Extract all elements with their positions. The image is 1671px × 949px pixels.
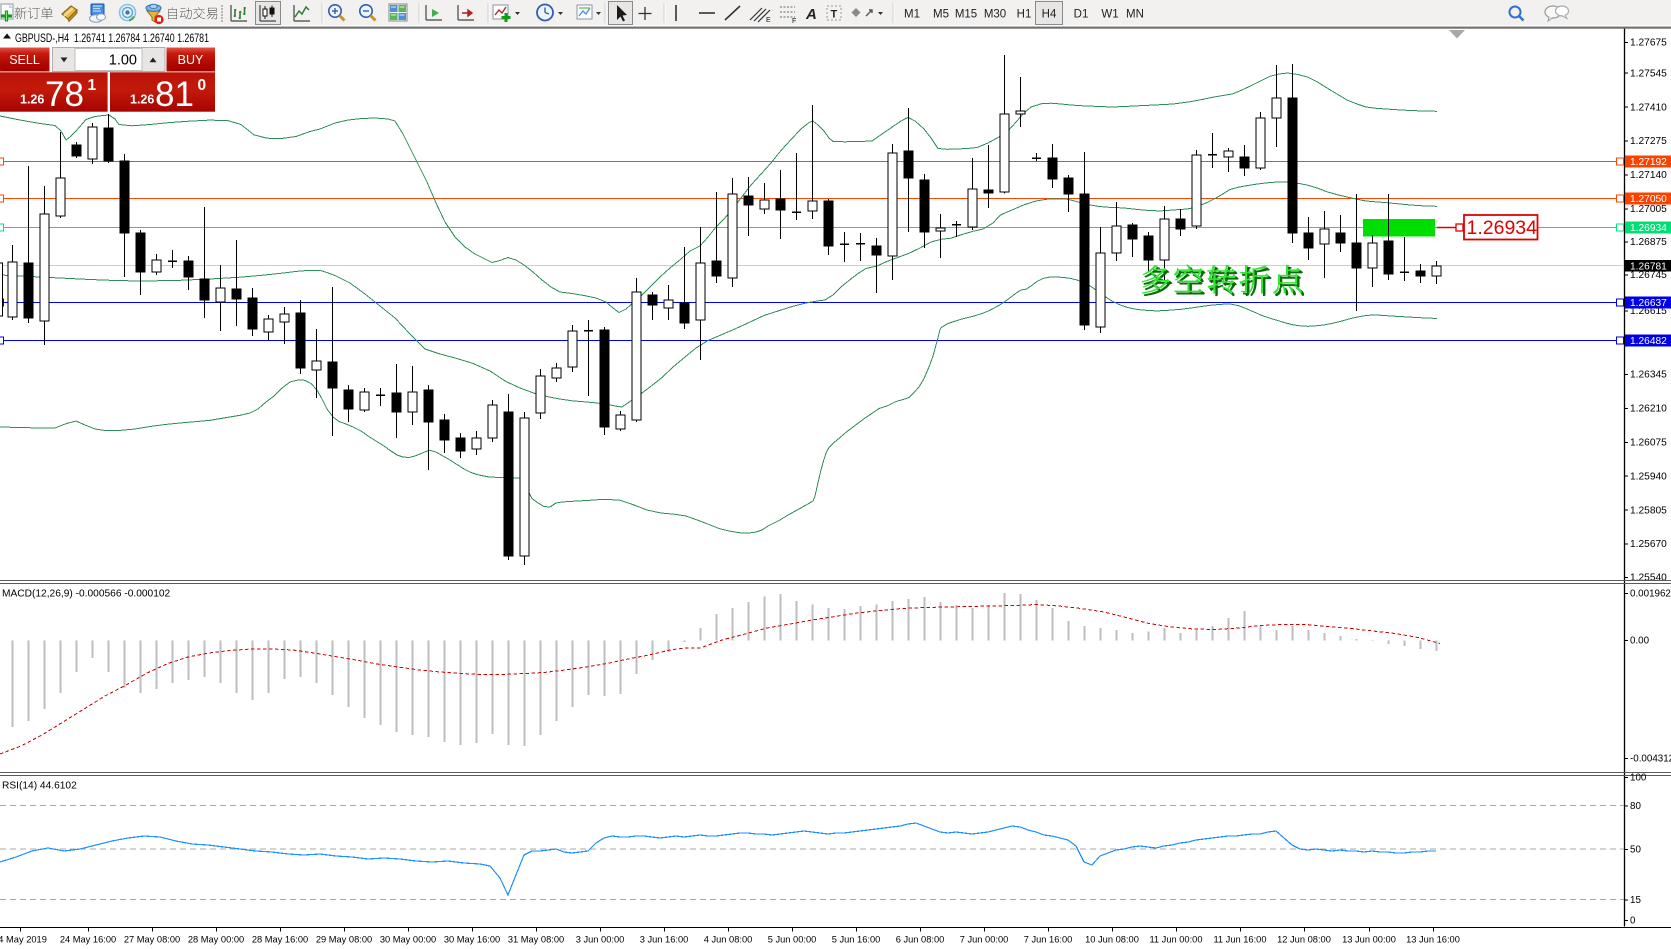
svg-text:12 Jun 08:00: 12 Jun 08:00: [1277, 935, 1331, 945]
svg-text:13 Jun 00:00: 13 Jun 00:00: [1342, 935, 1396, 945]
svg-text:1.25670: 1.25670: [1630, 539, 1667, 550]
svg-text:11 Jun 00:00: 11 Jun 00:00: [1149, 935, 1202, 945]
svg-text:1.26075: 1.26075: [1630, 438, 1667, 449]
svg-text:1.25940: 1.25940: [1630, 471, 1667, 482]
svg-text:1: 1: [88, 77, 97, 94]
svg-text:-0.004312: -0.004312: [1630, 754, 1671, 765]
svg-text:81: 81: [155, 75, 194, 114]
svg-text:1.26: 1.26: [20, 93, 44, 107]
svg-text:27 May 08:00: 27 May 08:00: [124, 935, 180, 945]
svg-text:7 Jun 00:00: 7 Jun 00:00: [960, 935, 1009, 945]
svg-text:1.27140: 1.27140: [1630, 170, 1667, 181]
svg-text:W1: W1: [1101, 9, 1118, 21]
svg-text:30 May 16:00: 30 May 16:00: [444, 935, 500, 945]
svg-text:5 Jun 00:00: 5 Jun 00:00: [768, 935, 817, 945]
svg-text:1.27192: 1.27192: [1630, 157, 1667, 168]
svg-text:100: 100: [1630, 773, 1647, 784]
svg-text:SELL: SELL: [9, 53, 40, 67]
svg-text:15: 15: [1630, 895, 1641, 906]
svg-text:78: 78: [45, 75, 84, 114]
svg-text:1.27005: 1.27005: [1630, 204, 1667, 215]
svg-text:31 May 08:00: 31 May 08:00: [508, 935, 564, 945]
svg-text:1.26934: 1.26934: [1630, 223, 1667, 234]
svg-text:1.26934: 1.26934: [1467, 217, 1538, 239]
svg-text:3 Jun 16:00: 3 Jun 16:00: [640, 935, 689, 945]
svg-text:1.27275: 1.27275: [1630, 136, 1667, 147]
svg-text:1.26482: 1.26482: [1630, 336, 1667, 347]
svg-text:10 Jun 08:00: 10 Jun 08:00: [1085, 935, 1139, 945]
svg-text:BUY: BUY: [178, 53, 204, 67]
svg-text:0.00: 0.00: [1630, 636, 1650, 647]
svg-text:MACD(12,26,9) -0.000566 -0.000: MACD(12,26,9) -0.000566 -0.000102: [2, 589, 171, 600]
svg-text:29 May 08:00: 29 May 08:00: [316, 935, 372, 945]
svg-text:4 Jun 08:00: 4 Jun 08:00: [704, 935, 753, 945]
svg-text:1.26875: 1.26875: [1630, 237, 1667, 248]
svg-text:F: F: [792, 18, 796, 25]
svg-text:GBPUSD-,H4 1.26741 1.26784 1.: GBPUSD-,H4 1.26741 1.26784 1.26740 1.267…: [15, 33, 209, 45]
svg-text:A: A: [805, 6, 817, 23]
svg-text:3 Jun 00:00: 3 Jun 00:00: [576, 935, 625, 945]
svg-text:28 May 16:00: 28 May 16:00: [252, 935, 308, 945]
svg-text:1.27545: 1.27545: [1630, 68, 1667, 79]
svg-text:0.001962: 0.001962: [1630, 589, 1671, 600]
svg-text:1.25805: 1.25805: [1630, 505, 1667, 516]
svg-text:T: T: [831, 9, 838, 21]
svg-text:1.25540: 1.25540: [1630, 573, 1667, 584]
svg-text:1.26210: 1.26210: [1630, 404, 1667, 415]
svg-text:M5: M5: [933, 9, 949, 21]
svg-text:1.27410: 1.27410: [1630, 102, 1667, 113]
svg-text:M30: M30: [984, 9, 1006, 21]
svg-text:6 Jun 08:00: 6 Jun 08:00: [896, 935, 945, 945]
svg-text:24 May 16:00: 24 May 16:00: [60, 935, 116, 945]
svg-text:H4: H4: [1042, 9, 1057, 21]
svg-text:E: E: [766, 17, 771, 24]
svg-text:50: 50: [1630, 845, 1641, 856]
svg-text:1.27675: 1.27675: [1630, 38, 1667, 49]
svg-text:1.26781: 1.26781: [1630, 262, 1667, 273]
svg-text:1.26: 1.26: [130, 93, 154, 107]
svg-text:11 Jun 16:00: 11 Jun 16:00: [1213, 935, 1266, 945]
svg-text:7 Jun 16:00: 7 Jun 16:00: [1024, 935, 1073, 945]
svg-text:H1: H1: [1017, 9, 1032, 21]
svg-text:1.26615: 1.26615: [1630, 306, 1667, 317]
svg-text:M1: M1: [904, 9, 920, 21]
svg-text:MN: MN: [1126, 9, 1144, 21]
svg-text:D1: D1: [1074, 9, 1089, 21]
svg-text:1.26345: 1.26345: [1630, 370, 1667, 381]
svg-text:1.27050: 1.27050: [1630, 194, 1667, 205]
svg-text:M15: M15: [955, 9, 977, 21]
svg-text:1.00: 1.00: [109, 53, 137, 69]
svg-text:0: 0: [198, 77, 207, 94]
svg-text:24 May 2019: 24 May 2019: [0, 935, 47, 945]
svg-text:80: 80: [1630, 801, 1641, 812]
svg-text:0: 0: [1630, 916, 1636, 927]
svg-text:5 Jun 16:00: 5 Jun 16:00: [832, 935, 881, 945]
svg-text:1.26637: 1.26637: [1630, 298, 1667, 309]
svg-text:28 May 00:00: 28 May 00:00: [188, 935, 244, 945]
svg-text:13 Jun 16:00: 13 Jun 16:00: [1406, 935, 1460, 945]
svg-text:RSI(14) 44.6102: RSI(14) 44.6102: [2, 781, 77, 792]
svg-text:1.26745: 1.26745: [1630, 270, 1667, 281]
svg-text:30 May 00:00: 30 May 00:00: [380, 935, 436, 945]
